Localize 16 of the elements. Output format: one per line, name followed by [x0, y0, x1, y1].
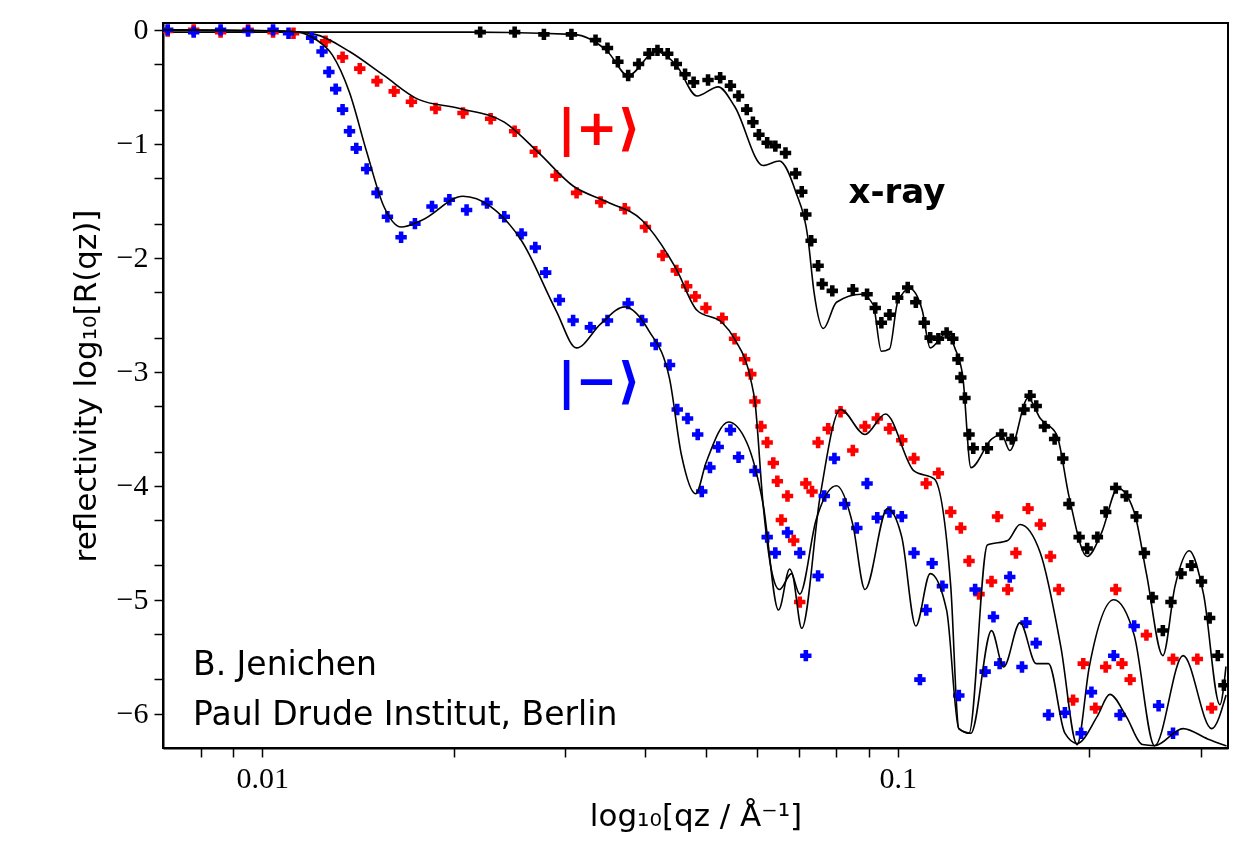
y-tick-label: −2 — [116, 240, 149, 274]
series-label: |+⟩ — [557, 99, 641, 157]
y-tick-label: −3 — [116, 354, 149, 388]
y-tick-label: −6 — [116, 696, 149, 730]
x-tick-label: 0.01 — [236, 760, 289, 794]
series-label: x-ray — [848, 171, 946, 211]
y-axis-title: reflectivity log₁₀[R(qz)] — [66, 209, 103, 563]
annotation: B. Jenichen — [193, 644, 378, 683]
x-tick-label: 0.1 — [879, 760, 917, 794]
y-tick-label: −4 — [116, 468, 149, 502]
y-tick-label: 0 — [133, 12, 149, 46]
x-axis-title: log₁₀[qz / Å⁻¹] — [589, 796, 803, 833]
series-label: |−⟩ — [557, 352, 641, 410]
y-tick-label: −5 — [116, 582, 149, 616]
annotation: Paul Drude Institut, Berlin — [193, 694, 618, 733]
y-tick-label: −1 — [116, 126, 149, 160]
